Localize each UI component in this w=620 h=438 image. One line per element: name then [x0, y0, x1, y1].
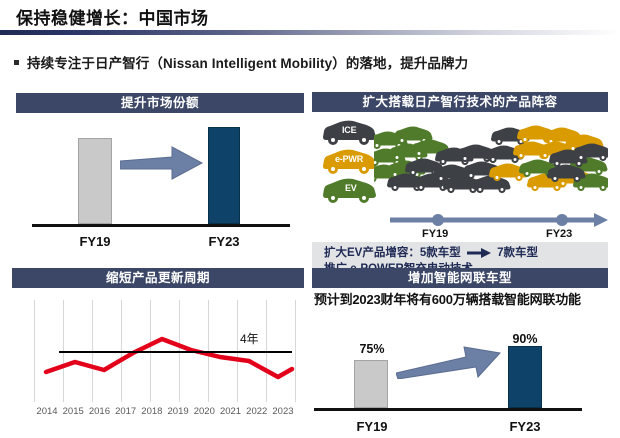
lineup-caption-line-1: 扩大EV产品增容：5款车型 7款车型	[324, 245, 608, 261]
cycle-x-label: 2023	[272, 406, 294, 417]
bar-fy19	[78, 138, 112, 224]
car-cluster	[374, 125, 608, 194]
car-icon-ev	[323, 178, 376, 203]
lineup-caption-text-a: 扩大EV产品增容：5款车型	[324, 247, 461, 259]
cycle-x-axis-labels: 2014 2015 2016 2017 2018 2019 2020 2021 …	[34, 406, 296, 417]
panel-lineup-body: ICE e-PWR EV	[312, 112, 608, 282]
axis-label-fy23: FY23	[208, 234, 240, 249]
timeline-label-fy19: FY19	[422, 228, 449, 240]
axis-label-fy19: FY19	[356, 419, 388, 434]
growth-arrow-icon	[120, 146, 204, 180]
cycle-x-label: 2017	[115, 406, 137, 417]
bullet-square-icon	[14, 59, 19, 65]
cycle-line-series	[43, 336, 295, 380]
bar-fy23	[208, 127, 240, 224]
bar-fy19	[354, 360, 388, 408]
cycle-x-label: 2021	[219, 406, 242, 417]
panel-lineup: 扩大搭载日产智行技术的产品阵容 ICE e-PWR	[312, 92, 608, 282]
panel-market-share-body: FY19 FY23	[16, 113, 304, 251]
car-icon-epwr	[323, 149, 376, 174]
connected-description: 预计到2023财年将有600万辆搭载智能网联功能	[314, 292, 581, 307]
cycle-reference-label: 4年	[240, 332, 259, 346]
axis-label-fy19: FY19	[79, 234, 111, 249]
chart-baseline	[314, 408, 582, 411]
cycle-x-label: 2016	[88, 406, 110, 417]
bullet-text: 持续专注于日产智行（Nissan Intelligent Mobility）的落…	[27, 56, 469, 71]
panel-lineup-header: 扩大搭载日产智行技术的产品阵容	[312, 92, 608, 112]
gridline	[34, 300, 35, 402]
legend-label-ice: ICE	[342, 125, 357, 135]
axis-label-fy23: FY23	[509, 419, 541, 434]
cycle-x-label: 2015	[62, 406, 84, 417]
timeline-label-fy23: FY23	[546, 228, 573, 240]
car-icon-ice	[323, 120, 376, 145]
panel-market-share: 提升市场份额 FY19 FY23	[16, 93, 304, 251]
panel-connected-body: 预计到2023财年将有600万辆搭载智能网联功能 75% 90% FY19 FY…	[312, 288, 608, 436]
panel-market-share-header: 提升市场份额	[16, 93, 304, 113]
page-title: 保持稳健增长：中国市场	[16, 9, 209, 28]
cycle-x-label: 2020	[193, 406, 215, 417]
gridline	[295, 300, 296, 402]
cycle-x-label: 2018	[141, 406, 163, 417]
panel-cycle: 缩短产品更新周期 4年 2014 2015 2016 2	[12, 268, 304, 433]
bar-fy23	[508, 346, 542, 408]
bar-value-fy19: 75%	[359, 342, 385, 356]
cycle-x-label: 2014	[36, 406, 58, 417]
panel-connected: 增加智能网联车型 预计到2023财年将有600万辆搭载智能网联功能 75% 90…	[312, 268, 608, 436]
growth-arrow-icon	[396, 346, 501, 379]
lineup-caption-text-b: 7款车型	[497, 247, 539, 259]
cycle-x-label: 2019	[167, 406, 189, 417]
panel-connected-header: 增加智能网联车型	[312, 268, 608, 288]
lineup-timeline	[390, 213, 608, 227]
legend-label-epwr: e-PWR	[335, 154, 363, 164]
cycle-reference-line	[59, 351, 292, 353]
cycle-plot	[34, 300, 296, 402]
bar-value-fy23: 90%	[512, 332, 538, 346]
title-divider	[0, 30, 620, 35]
cycle-x-label: 2022	[246, 406, 268, 417]
panel-cycle-body: 4年 2014 2015 2016 2017 2018 2019 2020 20…	[12, 288, 304, 433]
bullet-row: 持续专注于日产智行（Nissan Intelligent Mobility）的落…	[14, 52, 468, 72]
panel-cycle-header: 缩短产品更新周期	[12, 268, 304, 288]
caption-arrow-icon	[466, 247, 491, 258]
chart-baseline	[32, 224, 290, 227]
legend-label-ev: EV	[345, 183, 357, 193]
